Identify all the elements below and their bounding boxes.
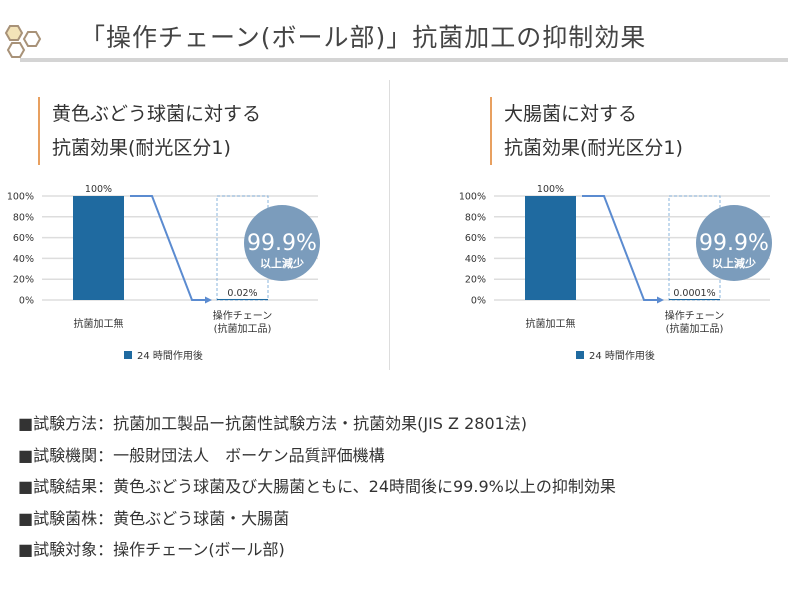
- bar-untreated: [525, 196, 576, 300]
- y-tick-label: 0%: [471, 296, 486, 307]
- chart-title-line: 抗菌効果(耐光区分1): [52, 137, 231, 159]
- data-label: 0.02%: [227, 288, 257, 299]
- y-tick-label: 80%: [465, 212, 486, 223]
- chart-plot: 0% 20% 40% 60% 80% 100% 100% 0.02% 抗菌加工無 操作チェーン(抗…: [7, 184, 320, 362]
- x-category-label: 抗菌加工無: [74, 317, 124, 330]
- y-tick-label: 20%: [465, 275, 486, 286]
- chart-staphylococcus: 0% 20% 40% 60% 80% 100% 100% 0.02% 抗菌加工無 操作チェーン (抗…: [0, 95, 390, 375]
- legend-label: 24 時間作用後: [137, 349, 203, 362]
- x-category-label: 操作チェーン: [665, 309, 725, 322]
- reduction-arrow: [130, 195, 206, 301]
- reduction-arrow: [582, 195, 658, 301]
- badge-text: 以上減少: [712, 256, 756, 270]
- x-category-label: 抗菌加工無: [526, 317, 576, 330]
- page-title: 「操作チェーン(ボール部)」抗菌加工の抑制効果: [80, 23, 647, 52]
- x-category-label: 操作チェーン: [213, 309, 273, 322]
- legend-swatch: [124, 351, 132, 359]
- y-tick-label: 20%: [13, 275, 34, 286]
- chart-e-coli: 0% 20% 40% 60% 80% 100% 100% 0.0001% 抗菌加工無 操作チェーン…: [452, 95, 790, 375]
- note-result: ■試験結果：黄色ぶどう球菌及び大腸菌ともに、24時間後に99.9%以上の抑制効果: [18, 477, 616, 496]
- arrow-head-icon: [657, 296, 664, 304]
- data-label: 100%: [537, 184, 564, 195]
- title-underline: [20, 58, 788, 62]
- bar-untreated: [73, 196, 124, 300]
- column-divider: [389, 80, 390, 370]
- note-method: ■試験方法：抗菌加工製品ー抗菌性試験方法・抗菌効果(JIS Z 2801法): [18, 414, 528, 433]
- y-tick-label: 40%: [465, 254, 486, 265]
- data-label: 0.0001%: [673, 288, 715, 299]
- y-tick-label: 100%: [7, 192, 34, 203]
- reduction-badge: [696, 205, 772, 281]
- reduction-badge: [244, 205, 320, 281]
- chart-plot: 0% 20% 40% 60% 80% 100% 100% 0.0001% 抗菌加工無 操作チェーン…: [459, 184, 772, 362]
- hexagon-cluster-icon: [4, 25, 42, 58]
- note-strains: ■試験菌株：黄色ぶどう球菌・大腸菌: [18, 508, 290, 528]
- note-target: ■試験対象：操作チェーン(ボール部): [18, 540, 285, 559]
- note-institution: ■試験機関：一般財団法人 ボーケン品質評価機構: [18, 445, 385, 465]
- y-tick-label: 80%: [13, 212, 34, 223]
- chart-title-line: 黄色ぶどう球菌に対する: [52, 103, 262, 125]
- legend-label: 24 時間作用後: [589, 349, 655, 362]
- x-category-label: (抗菌加工品): [666, 322, 724, 335]
- y-tick-label: 60%: [465, 233, 486, 244]
- chart-title-line: 大腸菌に対する: [504, 103, 638, 125]
- test-notes: ■試験方法：抗菌加工製品ー抗菌性試験方法・抗菌効果(JIS Z 2801法) ■…: [18, 408, 616, 566]
- y-tick-label: 0%: [19, 296, 34, 307]
- badge-text: 以上減少: [260, 256, 304, 270]
- arrow-head-icon: [205, 296, 212, 304]
- y-tick-label: 100%: [459, 192, 486, 203]
- bar-treated: [217, 298, 268, 300]
- badge-value: 99.9%: [699, 231, 769, 256]
- bar-treated: [669, 298, 720, 300]
- y-tick-label: 40%: [13, 254, 34, 265]
- legend-swatch: [576, 351, 584, 359]
- badge-value: 99.9%: [247, 231, 317, 256]
- x-category-label: (抗菌加工品): [214, 322, 272, 335]
- data-label: 100%: [85, 184, 112, 195]
- y-tick-label: 60%: [13, 233, 34, 244]
- chart-title-line: 抗菌効果(耐光区分1): [504, 137, 683, 159]
